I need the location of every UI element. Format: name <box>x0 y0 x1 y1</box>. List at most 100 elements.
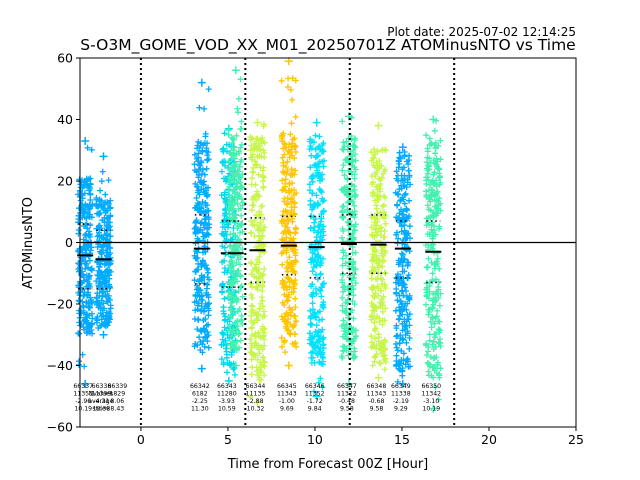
data-point <box>407 181 414 188</box>
data-point <box>341 328 348 334</box>
outlier-point <box>284 361 293 370</box>
data-point <box>292 257 299 264</box>
data-point <box>204 193 211 200</box>
data-point <box>425 255 432 262</box>
orbit-stat-text: 11135 <box>246 391 266 398</box>
orbit-stat-text: -3.10 <box>423 398 439 405</box>
data-point <box>256 374 263 381</box>
data-point <box>401 192 408 198</box>
data-point <box>247 393 254 400</box>
data-point <box>254 256 261 263</box>
data-point <box>424 167 431 174</box>
data-point <box>398 250 405 257</box>
data-point <box>261 308 267 315</box>
data-point <box>394 273 401 280</box>
data-point <box>292 295 299 302</box>
data-point <box>291 135 298 142</box>
data-point <box>248 371 255 378</box>
data-point <box>233 260 240 266</box>
data-point <box>399 327 406 334</box>
data-point <box>285 229 292 235</box>
data-point <box>375 292 382 299</box>
data-point <box>235 95 242 102</box>
data-point <box>200 249 206 256</box>
data-point <box>378 162 385 169</box>
data-point <box>376 225 383 232</box>
data-point <box>345 292 352 299</box>
data-point <box>292 249 299 256</box>
data-point <box>282 223 288 230</box>
data-point <box>254 135 261 142</box>
data-point <box>195 187 202 194</box>
data-point <box>394 297 401 304</box>
data-point <box>399 279 406 286</box>
data-point <box>221 295 228 302</box>
data-point <box>288 120 295 127</box>
data-point <box>93 301 100 308</box>
data-point <box>204 202 211 209</box>
data-point <box>247 229 254 236</box>
data-point <box>316 223 322 230</box>
data-point <box>192 268 199 275</box>
data-point <box>89 300 96 307</box>
data-point <box>375 331 382 338</box>
data-point <box>402 332 409 338</box>
data-point <box>77 197 84 204</box>
data-point <box>314 258 321 265</box>
plot-date: Plot date: 2025-07-02 12:14:25 <box>387 25 576 39</box>
orbit-cluster-66350 <box>423 115 444 413</box>
data-point <box>375 256 382 263</box>
data-point <box>251 217 258 224</box>
data-point <box>316 173 323 180</box>
data-point <box>285 84 291 90</box>
data-point <box>93 315 100 322</box>
data-point <box>226 183 233 190</box>
data-point <box>287 86 294 93</box>
orbit-stat-text: 9.58 <box>340 406 354 413</box>
data-point <box>396 154 403 161</box>
data-point <box>226 192 233 199</box>
data-point <box>404 259 411 266</box>
data-point <box>426 231 433 238</box>
data-point <box>285 274 291 281</box>
data-point <box>87 283 93 290</box>
data-point <box>371 164 378 171</box>
y-tick-label: −20 <box>47 297 73 312</box>
data-point <box>340 317 347 324</box>
data-point <box>278 334 285 341</box>
data-point <box>394 347 401 354</box>
data-point <box>370 343 377 350</box>
data-point <box>424 292 431 298</box>
data-point <box>376 315 383 322</box>
data-point <box>237 273 244 280</box>
data-point <box>225 158 232 165</box>
data-point <box>376 359 383 366</box>
data-point <box>203 165 210 172</box>
data-point <box>248 259 254 266</box>
data-point <box>258 140 265 147</box>
data-point <box>249 271 255 278</box>
data-point <box>206 276 213 283</box>
data-point <box>82 316 88 323</box>
data-point <box>227 332 234 339</box>
data-point <box>204 152 211 159</box>
data-point <box>431 127 438 134</box>
data-point <box>436 223 443 230</box>
orbit-stat-text: 8.43 <box>110 406 124 413</box>
data-point <box>285 327 292 334</box>
data-point <box>402 235 409 242</box>
data-point <box>370 179 376 186</box>
data-point <box>96 263 103 270</box>
data-point <box>198 177 205 184</box>
data-point <box>83 330 90 336</box>
data-point <box>373 169 380 176</box>
data-point <box>382 305 389 312</box>
data-point <box>198 170 205 177</box>
data-point <box>283 164 290 170</box>
data-point <box>202 130 209 137</box>
data-point <box>88 267 95 274</box>
data-point <box>88 146 95 153</box>
orbit-cluster-66345 <box>278 57 300 370</box>
data-point <box>437 137 444 144</box>
outlier-point <box>253 118 262 127</box>
